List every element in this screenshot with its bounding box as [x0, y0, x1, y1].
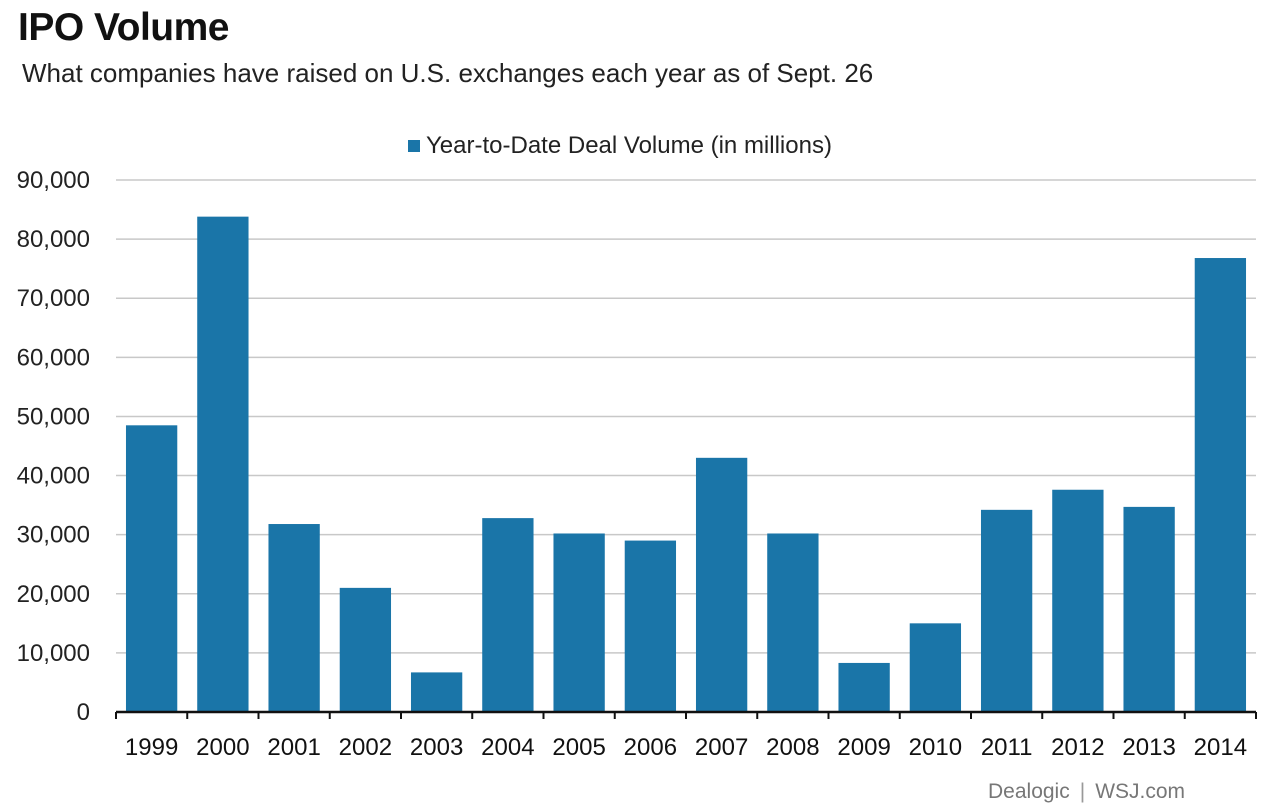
legend-swatch [408, 140, 420, 152]
bar-2012 [1052, 489, 1104, 712]
chart-subtitle: What companies have raised on U.S. excha… [22, 58, 874, 88]
y-tick-label: 0 [77, 699, 90, 726]
bar-2002 [339, 587, 392, 712]
bar-2004 [482, 518, 534, 712]
x-tick-label: 2006 [624, 734, 677, 761]
bar-2014 [1194, 258, 1247, 712]
legend-label: Year-to-Date Deal Volume (in millions) [426, 132, 832, 159]
y-axis-ticks: 0 10,000 20,000 30,000 40,000 50,000 60,000 70,… [17, 167, 90, 726]
bar-2011 [980, 509, 1033, 712]
source-wsj: WSJ.com [1095, 780, 1186, 803]
x-tick-label: 1999 [125, 734, 178, 761]
bar-2006 [624, 540, 677, 712]
source-separator: | [1079, 780, 1086, 803]
x-tick-label: 2008 [766, 734, 819, 761]
bar-2008 [767, 533, 819, 712]
x-tick-label: 2010 [909, 734, 962, 761]
bar-2009 [838, 662, 890, 712]
bar-1999 [125, 425, 178, 712]
x-tick-label: 2001 [267, 734, 320, 761]
x-axis-ticks: 1999 2000 2001 2002 2003 2004 2005 2006 2007 2008… [125, 734, 1247, 761]
bar-2000 [197, 216, 249, 712]
x-tick-label: 2007 [695, 734, 748, 761]
bars [125, 216, 1247, 712]
x-tick-label: 2012 [1051, 734, 1104, 761]
x-tick-label: 2011 [981, 734, 1033, 761]
y-tick-label: 70,000 [17, 285, 90, 312]
bar-2013 [1123, 506, 1175, 712]
chart-legend: Year-to-Date Deal Volume (in millions) [408, 132, 832, 160]
x-tick-label: 2002 [339, 734, 392, 761]
bar-2005 [553, 533, 605, 712]
x-tick-label: 2009 [837, 734, 890, 761]
x-tick-label: 2013 [1122, 734, 1175, 761]
bar-2007 [695, 457, 748, 712]
x-tick-label: 2000 [196, 734, 249, 761]
y-tick-label: 10,000 [17, 640, 90, 667]
y-tick-label: 90,000 [17, 167, 90, 194]
y-tick-label: 50,000 [17, 403, 90, 430]
y-tick-label: 20,000 [17, 581, 90, 608]
y-tick-label: 80,000 [17, 226, 90, 253]
x-axis [115, 710, 1257, 719]
bar-2010 [909, 623, 962, 712]
x-tick-label: 2005 [552, 734, 605, 761]
x-tick-label: 2004 [481, 734, 534, 761]
chart-title: IPO Volume [18, 6, 230, 49]
bar-2001 [268, 524, 320, 712]
bar-2003 [410, 672, 463, 712]
source-credit: Dealogic | WSJ.com [988, 780, 1185, 804]
y-tick-label: 40,000 [17, 463, 90, 490]
source-dealogic: Dealogic [988, 780, 1070, 803]
x-tick-label: 2014 [1194, 734, 1247, 761]
x-tick-label: 2003 [410, 734, 463, 761]
y-tick-label: 60,000 [17, 344, 90, 371]
y-tick-label: 30,000 [17, 522, 90, 549]
